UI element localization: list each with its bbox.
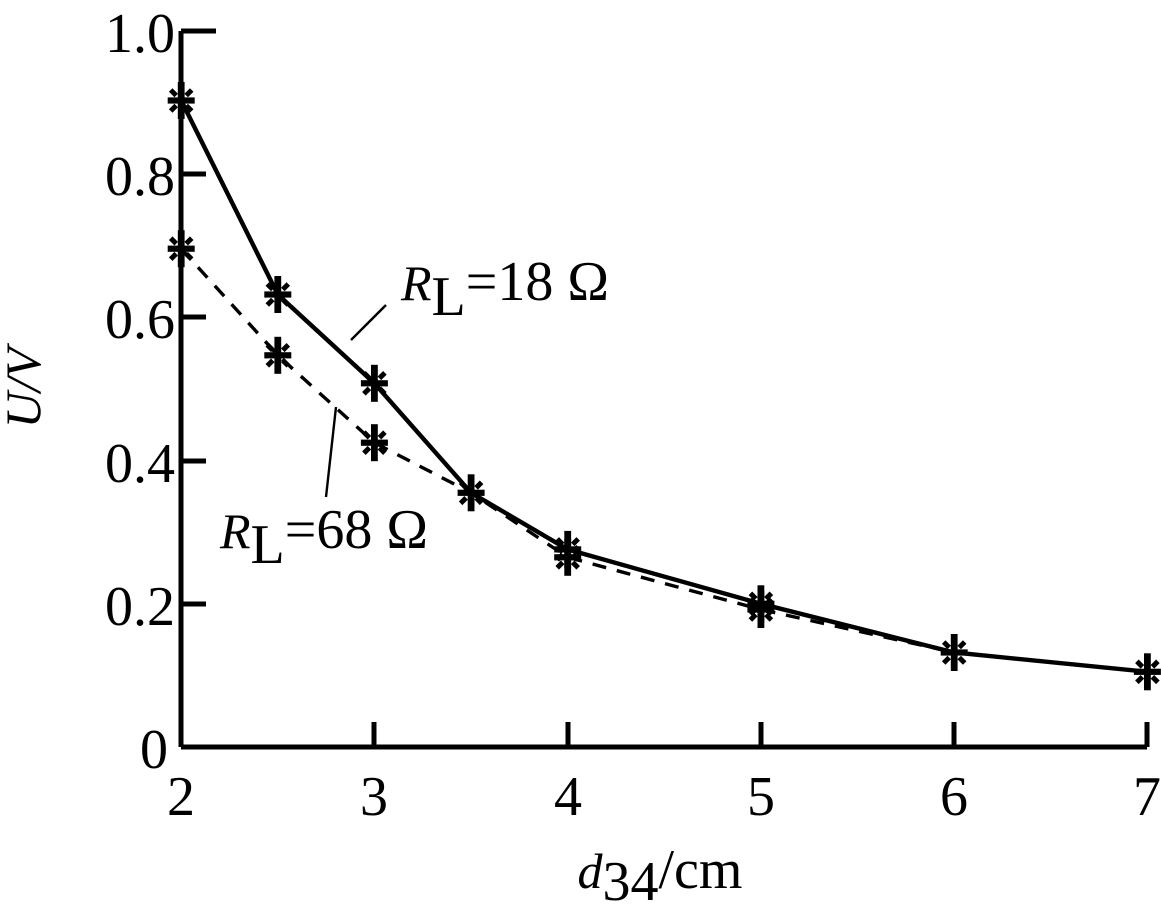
svg-text:2: 2 — [167, 766, 195, 828]
svg-text:0: 0 — [140, 719, 168, 781]
svg-text:0.2: 0.2 — [105, 576, 175, 638]
svg-text:0.6: 0.6 — [105, 289, 175, 351]
svg-text:7: 7 — [1133, 766, 1161, 828]
svg-text:0.4: 0.4 — [105, 433, 175, 495]
svg-text:4: 4 — [554, 766, 582, 828]
svg-text:6: 6 — [940, 766, 968, 828]
svg-text:3: 3 — [360, 766, 388, 828]
svg-text:0.8: 0.8 — [105, 146, 175, 208]
svg-text:U/V: U/V — [0, 342, 51, 428]
svg-text:5: 5 — [747, 766, 775, 828]
svg-text:1.0: 1.0 — [105, 3, 175, 65]
